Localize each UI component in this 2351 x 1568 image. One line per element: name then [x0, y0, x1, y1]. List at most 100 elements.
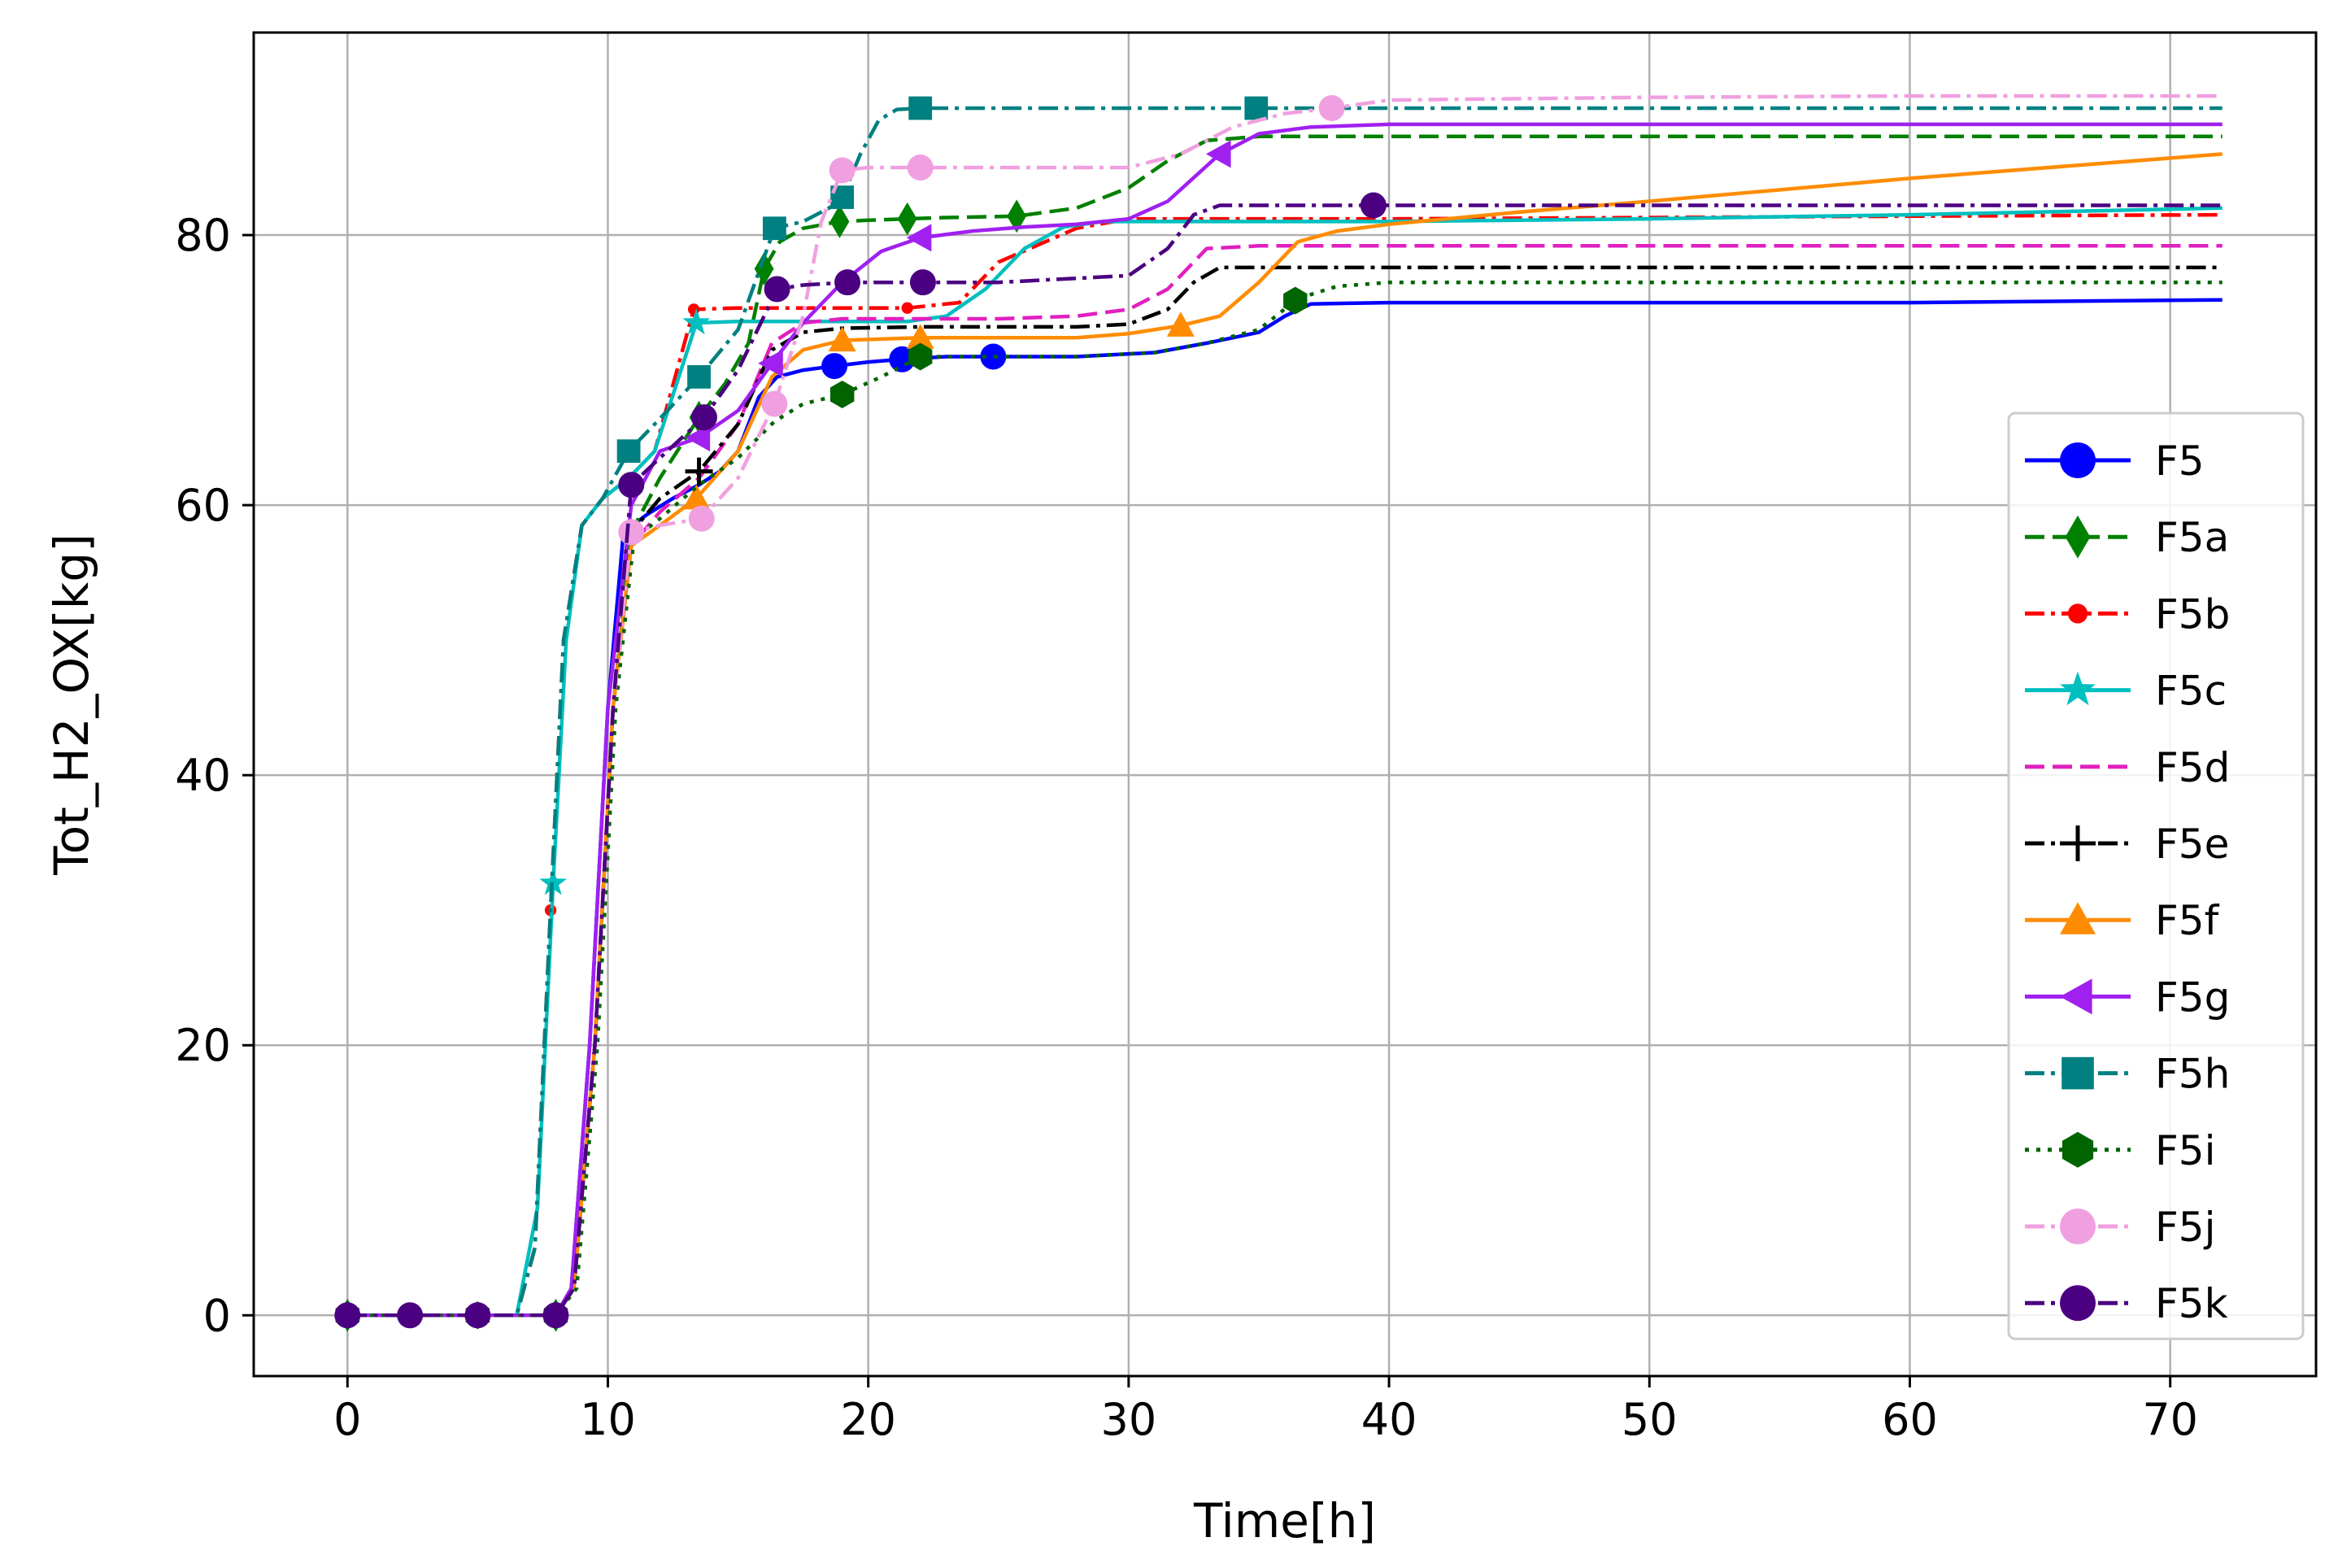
y-tick-label: 40 — [175, 750, 231, 801]
x-tick-label: 50 — [1622, 1394, 1678, 1445]
data-point-f5f — [906, 324, 934, 349]
data-point-f5a — [754, 252, 774, 285]
data-point-f5k — [764, 276, 790, 303]
x-tick-label: 70 — [2142, 1394, 2198, 1445]
x-tick-label: 10 — [580, 1394, 636, 1445]
data-point-f5k — [834, 269, 861, 296]
data-point-f5j — [907, 155, 934, 181]
legend-marker-f5f — [2060, 902, 2096, 934]
data-point-f5i — [1283, 286, 1308, 315]
legend-marker-f5 — [2060, 442, 2096, 478]
data-point-f5k — [542, 1302, 569, 1329]
data-point-f5 — [821, 353, 848, 380]
legend-entry-f5k: F5k — [2025, 1280, 2228, 1327]
legend-label-f5k: F5k — [2155, 1280, 2228, 1327]
y-tick-label: 0 — [203, 1290, 231, 1341]
legend-entry-f5b: F5b — [2025, 590, 2230, 638]
data-point-f5g — [1205, 140, 1231, 168]
data-point-f5 — [980, 343, 1007, 370]
data-point-f5c — [682, 308, 711, 335]
series-line-f5f — [347, 152, 2223, 1318]
legend-marker-f5j — [2060, 1209, 2096, 1244]
data-point-f5a — [1007, 199, 1027, 233]
legend-label-f5f: F5f — [2155, 897, 2220, 944]
data-point-f5i — [908, 342, 933, 371]
data-point-f5j — [1318, 94, 1345, 121]
legend-entry-f5d: F5d — [2025, 744, 2230, 791]
data-point-f5h — [616, 439, 641, 464]
data-point-f5g — [906, 224, 932, 252]
data-point-f5j — [618, 519, 645, 546]
data-point-f5f — [828, 326, 856, 352]
data-point-f5f — [682, 484, 711, 510]
data-point-f5g — [758, 349, 783, 377]
legend-entry-f5i: F5i — [2025, 1127, 2215, 1174]
data-point-f5a — [829, 205, 850, 238]
legend-label-f5a: F5a — [2155, 514, 2229, 561]
data-point-f5a — [897, 202, 917, 236]
data-point-f5j — [761, 390, 788, 417]
x-tick-label: 40 — [1361, 1394, 1417, 1445]
data-point-f5k — [909, 269, 936, 296]
y-tick-label: 80 — [175, 210, 231, 261]
legend-marker-f5a — [2065, 515, 2091, 559]
legend-marker-f5g — [2060, 978, 2092, 1015]
data-point-f5k — [397, 1302, 424, 1329]
data-point-f5h — [687, 364, 711, 389]
x-tick-label: 60 — [1882, 1394, 1938, 1445]
legend-label-f5g: F5g — [2155, 973, 2230, 1021]
data-point-f5k — [464, 1302, 491, 1329]
data-point-f5k — [690, 404, 717, 431]
data-point-f5k — [1360, 192, 1387, 219]
data-point-f5h — [763, 216, 786, 241]
legend-label-f5e: F5e — [2155, 821, 2229, 868]
legend-entry-f5c: F5c — [2025, 668, 2227, 715]
x-tick-label: 30 — [1101, 1394, 1157, 1445]
legend-label-f5b: F5b — [2155, 590, 2230, 638]
legend-marker-f5k — [2060, 1285, 2096, 1322]
series-f5e — [347, 265, 2223, 1318]
data-point-f5f — [1166, 311, 1195, 337]
legend-label-f5: F5 — [2155, 438, 2205, 485]
data-point-f5c — [539, 869, 568, 895]
legend-label-f5c: F5c — [2155, 668, 2227, 715]
data-point-f5e — [685, 457, 713, 486]
legend-label-f5h: F5h — [2155, 1051, 2230, 1098]
series-f5g — [347, 122, 2223, 1318]
data-point-f5g — [685, 424, 711, 452]
data-point-f5k — [618, 472, 645, 499]
series-f5k — [334, 192, 2223, 1329]
y-tick-label: 60 — [175, 480, 231, 531]
series-layer — [334, 94, 2223, 1332]
legend-entry-f5f: F5f — [2025, 897, 2220, 944]
legend-entry-f5j: F5j — [2025, 1204, 2215, 1251]
x-tick-label: 20 — [840, 1394, 896, 1445]
series-f5f — [347, 152, 2223, 1318]
legend: F5 F5a F5b F5c F5d F5e F5f F5g F5h F5i F5j F5k — [2007, 412, 2305, 1340]
series-line-f5k — [347, 203, 2223, 1318]
series-line-f5h — [347, 106, 2223, 1318]
legend-marker-f5e — [2060, 825, 2096, 861]
legend-marker-f5b — [2067, 603, 2088, 624]
legend-marker-f5i — [2061, 1131, 2094, 1168]
legend-box — [2007, 412, 2305, 1340]
legend-entry-f5g: F5g — [2025, 973, 2230, 1021]
legend-marker-f5c — [2060, 671, 2096, 706]
legend-marker-f5h — [2061, 1056, 2094, 1090]
data-point-f5j — [829, 157, 856, 184]
data-point-f5j — [688, 505, 715, 532]
series-line-f5e — [347, 265, 2223, 1318]
legend-entry-f5: F5 — [2025, 438, 2205, 485]
legend-label-f5d: F5d — [2155, 744, 2230, 791]
y-axis-label: Tot_H2_OX[kg] — [44, 534, 99, 876]
series-line-f5i — [347, 280, 2223, 1318]
plot-frame — [252, 31, 2318, 1378]
legend-entry-f5h: F5h — [2025, 1051, 2230, 1098]
x-axis-label: Time[h] — [1193, 1493, 1376, 1548]
y-tick-label: 20 — [175, 1020, 231, 1071]
x-tick-label: 0 — [333, 1394, 361, 1445]
legend-label-f5i: F5i — [2155, 1127, 2215, 1174]
data-point-f5h — [1244, 96, 1269, 120]
data-point-f5b — [901, 302, 913, 314]
